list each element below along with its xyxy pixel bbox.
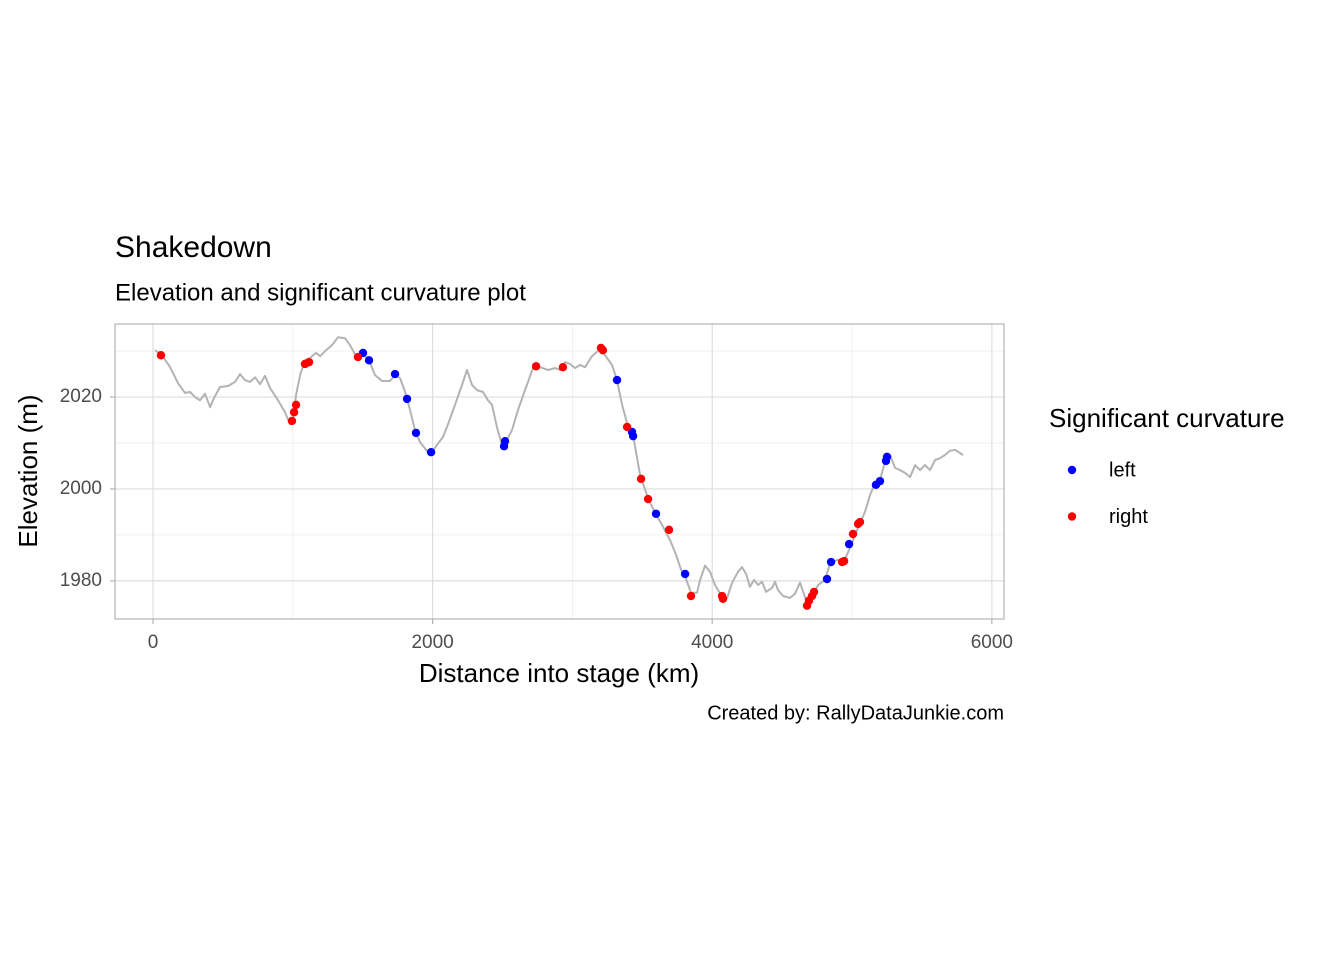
curvature-point [531, 362, 541, 371]
x-tick-label: 6000 [971, 632, 1013, 653]
curvature-point [718, 594, 728, 603]
curvature-point [822, 574, 832, 584]
y-tick-label: 1980 [60, 570, 102, 591]
y-tick-label: 2020 [60, 386, 102, 407]
legend-swatch [1067, 512, 1077, 521]
curvature-point [289, 408, 299, 417]
curvature-point [839, 556, 849, 566]
curvature-point [411, 428, 421, 438]
curvature-point [875, 476, 885, 486]
grid [115, 324, 1004, 619]
curvature-point [844, 539, 854, 549]
legend: left right [1067, 459, 1148, 528]
curvature-point [304, 357, 314, 367]
y-tick-label: 2000 [60, 478, 102, 499]
curvature-point [156, 351, 166, 360]
curvature-point [364, 356, 374, 365]
legend-swatch [1067, 465, 1077, 475]
x-tick-label: 4000 [691, 632, 733, 653]
curvature-point [598, 345, 608, 355]
curvature-point [809, 587, 819, 597]
x-tick-label: 0 [148, 632, 159, 653]
x-tick-label: 2000 [411, 632, 453, 653]
curvature-point [390, 369, 400, 379]
curvature-point [558, 362, 568, 372]
curvature-point [353, 352, 363, 362]
curvature-point [680, 569, 690, 579]
curvature-point [291, 400, 301, 410]
curvature-point [882, 452, 892, 461]
curvature-point [426, 448, 436, 457]
legend-title: Significant curvature [1049, 403, 1285, 433]
curvature-point [651, 509, 661, 518]
curvature-point [622, 422, 632, 432]
chart-subtitle: Elevation and significant curvature plot [115, 279, 526, 306]
curvature-point [499, 442, 509, 451]
plot-area [154, 336, 964, 610]
curvature-point [848, 529, 858, 539]
y-axis-label: Elevation (m) [13, 394, 43, 547]
legend-label: right [1109, 506, 1148, 528]
curvature-point [826, 557, 836, 567]
chart-title: Shakedown [115, 231, 272, 264]
curvature-point [855, 517, 865, 527]
curvature-point [612, 375, 622, 385]
x-axis-label: Distance into stage (km) [419, 658, 699, 688]
curvature-point [664, 525, 674, 535]
curvature-point [628, 431, 638, 441]
curvature-point [643, 494, 653, 504]
curvature-point [636, 474, 646, 484]
curvature-point [686, 591, 696, 601]
curvature-point [287, 416, 297, 426]
curvature-point [402, 394, 412, 404]
panel-border [114, 323, 1005, 620]
legend-label: left [1109, 459, 1136, 481]
caption: Created by: RallyDataJunkie.com [707, 702, 1004, 724]
